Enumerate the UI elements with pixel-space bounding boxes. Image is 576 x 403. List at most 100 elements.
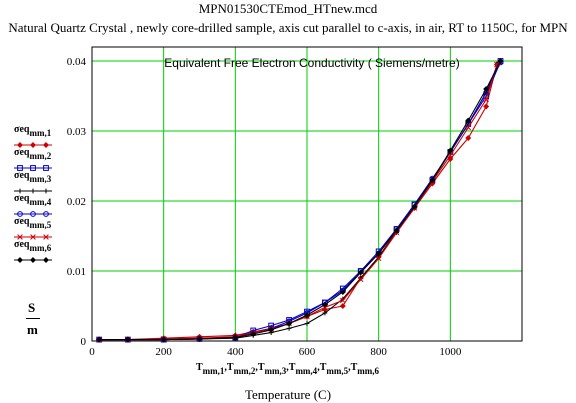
data-point [375, 255, 382, 262]
legend-swatch [14, 142, 52, 148]
series-6 [96, 58, 504, 343]
data-point [393, 227, 400, 234]
x-variable-separator: , [286, 362, 289, 373]
y-tick-label: 0 [81, 336, 87, 348]
legend-entry: σeqmm,6 [14, 239, 52, 253]
y-unit-numerator: S [28, 300, 36, 315]
data-point [465, 117, 472, 124]
data-point [357, 269, 364, 276]
legend-entry: σeqmm,5 [14, 216, 52, 230]
plot-frame [91, 46, 523, 342]
legend-entry: σeqmm,1 [14, 124, 52, 138]
data-point [17, 234, 23, 240]
y-unit-fraction-bar [26, 318, 40, 319]
x-axis-variables: Tmm,1,Tmm,2,Tmm,3,Tmm,4,Tmm,5,Tmm,6 [196, 362, 380, 376]
legend-entry: σeqmm,4 [14, 193, 52, 207]
data-point [429, 177, 436, 183]
data-point [30, 211, 36, 217]
x-variable-separator: , [348, 362, 351, 373]
legend-entry: σeqmm,2 [14, 147, 52, 161]
data-point [497, 58, 504, 64]
file-title: MPN01530CTEmod_HTnew.mcd [198, 1, 378, 16]
x-variable-separator: , [224, 362, 227, 373]
data-point [494, 61, 500, 68]
data-point [340, 297, 346, 304]
data-point [411, 203, 418, 210]
x-variable-base: T [257, 362, 265, 373]
series-line [99, 64, 498, 341]
legend-label-sub: mm,6 [29, 243, 52, 253]
x-axis-label: Temperature (C) [244, 387, 332, 402]
legend-label-sub: mm,4 [29, 197, 52, 207]
x-variable-sub: mm,4 [295, 366, 318, 376]
data-point [17, 257, 23, 263]
x-tick-label: 400 [227, 346, 244, 358]
data-point [322, 310, 328, 316]
legend-label-sub: mm,5 [29, 220, 52, 230]
data-point [465, 135, 472, 141]
data-point [17, 211, 23, 217]
chart-subtitle: Natural Quartz Crystal , newly core-dril… [8, 20, 568, 35]
data-point [286, 326, 292, 331]
data-point [483, 96, 489, 103]
data-point [43, 142, 49, 148]
x-variable-base: T [288, 362, 296, 373]
series-line [99, 60, 501, 341]
data-point [124, 336, 131, 343]
data-point [483, 86, 490, 92]
legend-label-base: σeq [14, 170, 30, 181]
legend-label-base: σeq [14, 239, 30, 250]
legend-swatch [14, 188, 52, 194]
legend-swatch [14, 257, 52, 263]
data-point [321, 301, 328, 308]
legend-label-base: σeq [14, 216, 30, 227]
data-point [96, 336, 103, 343]
legend-label-sub: mm,3 [29, 174, 52, 184]
data-point [43, 165, 49, 171]
chart-title: Equivalent Free Electron Conductivity ( … [164, 56, 459, 70]
data-point [250, 331, 257, 337]
y-tick-label: 0.03 [67, 126, 87, 138]
data-point [17, 188, 23, 194]
data-point [30, 142, 36, 148]
legend-swatch [14, 211, 52, 217]
data-point [43, 257, 49, 263]
x-variable-base: T [196, 362, 203, 373]
x-variable-sub: mm,2 [233, 366, 256, 376]
x-variable-base: T [226, 362, 234, 373]
data-point [160, 336, 167, 343]
y-tick-label: 0.01 [67, 266, 86, 278]
data-point [304, 321, 310, 326]
x-tick-label: 0 [89, 346, 95, 358]
x-variable-base: T [319, 362, 327, 373]
y-tick-label: 0.02 [67, 196, 86, 208]
data-point [304, 312, 310, 319]
x-variable-base: T [350, 362, 358, 373]
data-point [17, 165, 23, 171]
legend-label-sub: mm,1 [29, 128, 52, 138]
data-point [447, 147, 454, 154]
legend-entry: σeqmm,3 [14, 170, 52, 184]
data-point [30, 257, 36, 263]
data-point [196, 335, 203, 342]
x-variable-sub: mm,5 [326, 366, 349, 376]
data-point [30, 234, 36, 240]
legend-label-base: σeq [14, 124, 30, 135]
data-point [357, 276, 364, 283]
data-point [483, 103, 490, 110]
legend-label-base: σeq [14, 193, 30, 204]
y-unit-denominator: m [27, 322, 38, 337]
data-point [30, 165, 36, 171]
x-variable-sub: mm,6 [357, 366, 380, 376]
data-point [268, 326, 275, 333]
legend-label-sub: mm,2 [29, 151, 52, 161]
data-point [375, 250, 382, 257]
data-point [17, 142, 23, 148]
series-line [99, 64, 498, 341]
data-point [30, 188, 36, 194]
x-tick-label: 200 [155, 346, 172, 358]
legend-label-base: σeq [14, 147, 30, 158]
y-tick-label: 0.04 [67, 56, 87, 68]
x-tick-label: 800 [370, 346, 387, 358]
